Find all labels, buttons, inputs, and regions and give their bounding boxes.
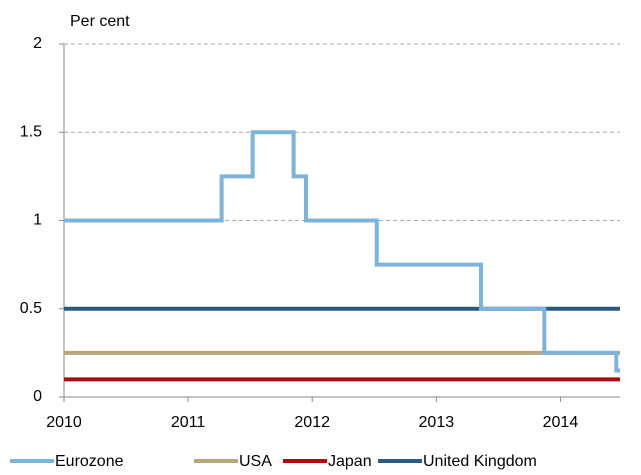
- legend-label: Eurozone: [55, 453, 124, 470]
- y-tick-label: 2: [33, 35, 42, 52]
- legend-label: United Kingdom: [423, 453, 537, 470]
- x-tick-label: 2011: [171, 414, 206, 431]
- y-tick-label: 0.5: [20, 300, 42, 317]
- y-axis-label: Per cent: [70, 13, 130, 30]
- y-tick-label: 0: [33, 388, 42, 405]
- x-tick-label: 2010: [46, 414, 82, 431]
- y-tick-label: 1.5: [20, 123, 42, 140]
- series-line: [64, 130, 620, 373]
- x-tick-label: 2014: [543, 414, 579, 431]
- legend-label: Japan: [328, 453, 372, 470]
- legend-label: USA: [239, 453, 272, 470]
- y-tick-label: 1: [33, 212, 42, 229]
- x-tick-label: 2013: [419, 414, 455, 431]
- x-tick-label: 2012: [294, 414, 330, 431]
